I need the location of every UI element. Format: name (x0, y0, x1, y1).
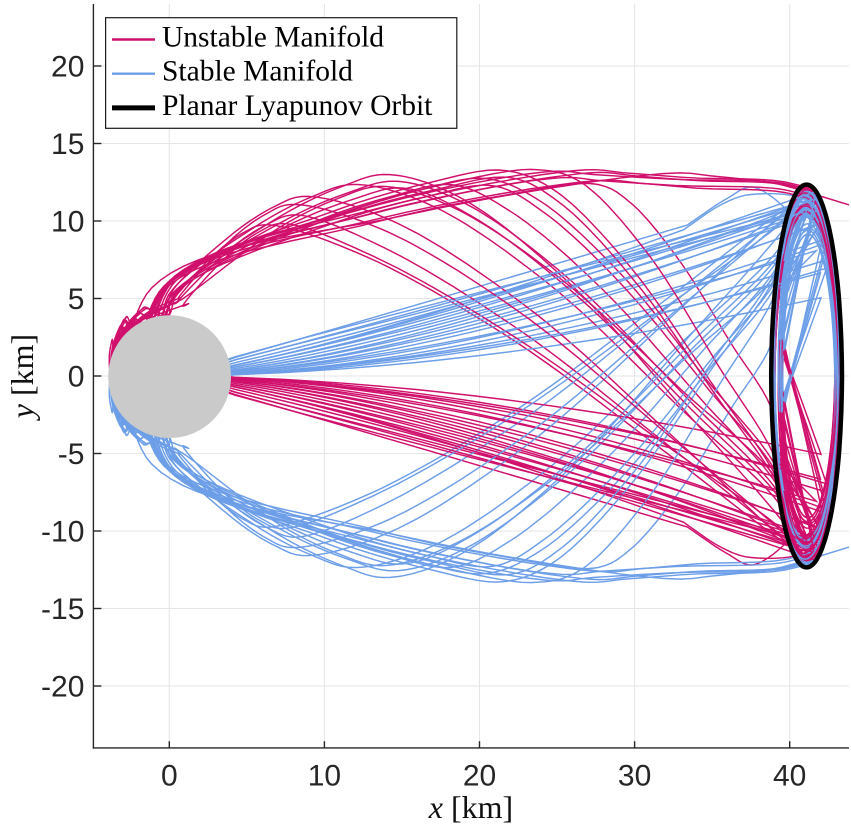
svg-text:x [km]: x [km] (428, 789, 513, 825)
svg-text:-20: -20 (41, 670, 84, 703)
svg-text:40: 40 (773, 760, 806, 793)
svg-text:20: 20 (51, 50, 84, 83)
svg-text:Planar Lyapunov Orbit: Planar Lyapunov Orbit (162, 90, 433, 122)
svg-text:Stable Manifold: Stable Manifold (162, 56, 353, 88)
svg-text:20: 20 (463, 760, 496, 793)
svg-text:30: 30 (618, 760, 651, 793)
svg-text:10: 10 (308, 760, 341, 793)
svg-text:y [km]: y [km] (4, 334, 40, 421)
svg-text:15: 15 (51, 128, 84, 161)
svg-text:10: 10 (51, 205, 84, 238)
svg-text:-5: -5 (58, 438, 85, 471)
svg-text:0: 0 (161, 760, 178, 793)
svg-text:-15: -15 (41, 593, 84, 626)
svg-text:0: 0 (68, 360, 85, 393)
svg-text:-10: -10 (41, 515, 84, 548)
svg-text:Unstable Manifold: Unstable Manifold (162, 22, 384, 54)
svg-text:5: 5 (68, 283, 85, 316)
